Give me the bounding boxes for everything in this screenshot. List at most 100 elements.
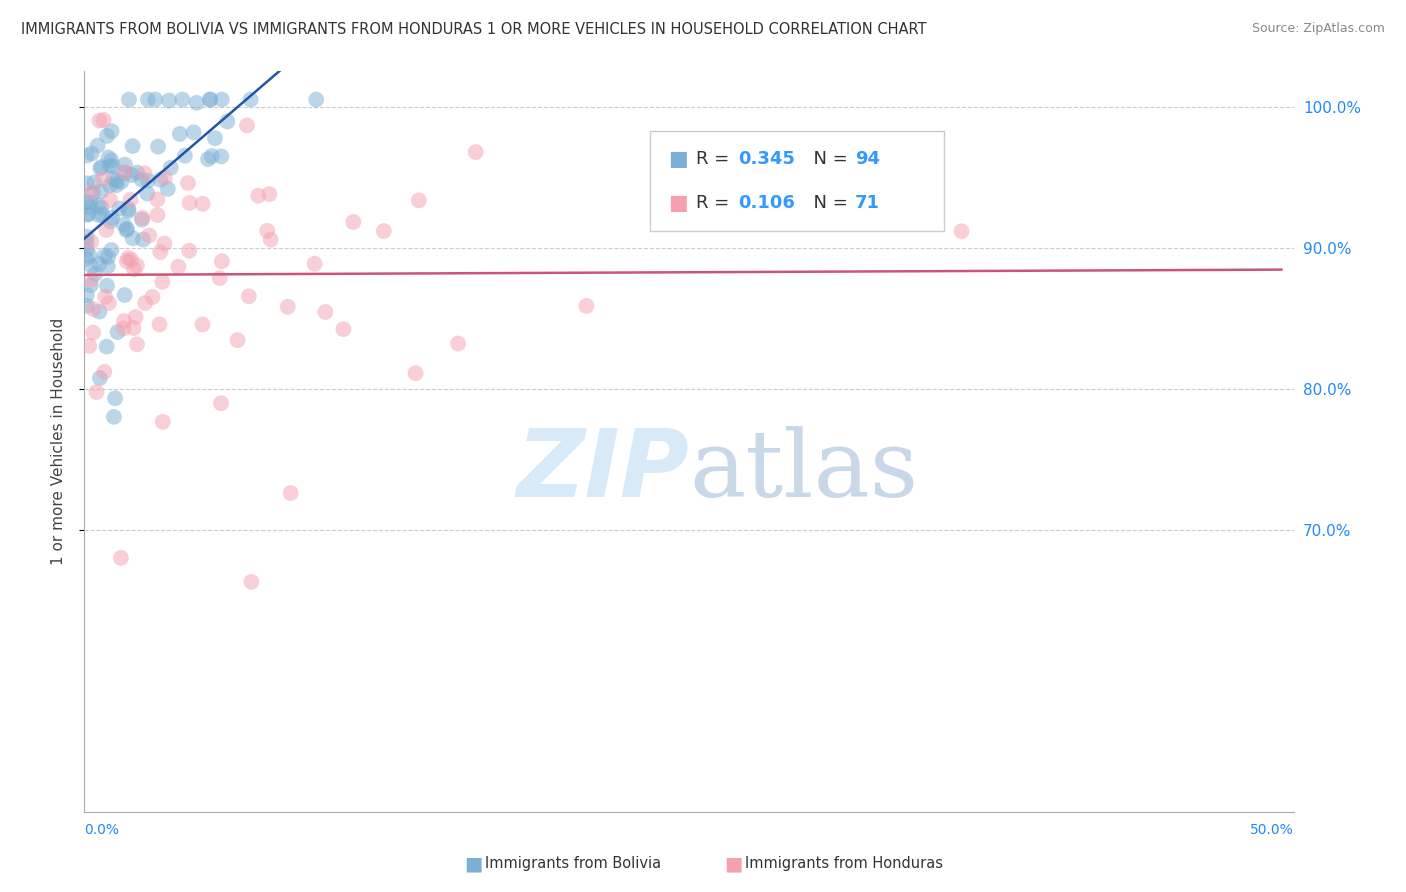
Point <box>98 296 121 310</box>
Point <box>76 252 98 266</box>
Point <box>97 151 120 165</box>
Point <box>332 322 354 336</box>
Point <box>342 215 364 229</box>
Point <box>89 161 111 176</box>
Point <box>89 113 111 128</box>
Point <box>82 185 104 199</box>
Point <box>89 371 111 385</box>
Point <box>277 300 299 314</box>
Point <box>169 127 191 141</box>
Text: 94: 94 <box>855 150 880 168</box>
Point <box>146 193 169 207</box>
Point <box>146 208 169 222</box>
Point <box>121 139 143 153</box>
Point <box>136 186 159 201</box>
Text: 71: 71 <box>855 194 880 211</box>
Point <box>91 208 114 222</box>
Point <box>197 152 219 166</box>
Point <box>76 288 98 302</box>
Point <box>100 243 122 257</box>
Point <box>118 93 141 107</box>
Point <box>153 236 176 251</box>
Point <box>138 228 160 243</box>
Point <box>121 168 143 182</box>
Point <box>125 259 148 273</box>
Point <box>80 235 103 249</box>
Point <box>76 235 98 250</box>
Text: 0.0%: 0.0% <box>84 823 120 837</box>
Point <box>209 149 232 163</box>
Point <box>90 185 112 199</box>
Point <box>172 93 194 107</box>
Text: Immigrants from Bolivia: Immigrants from Bolivia <box>485 856 661 871</box>
Point <box>105 178 128 193</box>
Point <box>80 273 103 287</box>
Point <box>179 244 201 258</box>
Point <box>238 289 260 303</box>
Text: R =: R = <box>696 150 735 168</box>
Point <box>86 384 108 399</box>
Point <box>117 204 139 219</box>
Point <box>80 146 103 161</box>
Text: Immigrants from Honduras: Immigrants from Honduras <box>745 856 943 871</box>
Point <box>240 574 263 589</box>
Point <box>191 196 214 211</box>
Point <box>204 131 226 145</box>
Point <box>239 93 262 107</box>
Point <box>159 161 181 175</box>
Point <box>76 243 98 257</box>
Point <box>77 339 100 353</box>
Point <box>93 365 115 379</box>
Point <box>201 149 224 163</box>
Point <box>305 93 328 107</box>
Text: atlas: atlas <box>689 426 918 516</box>
Point <box>136 93 159 107</box>
Point <box>148 318 170 332</box>
Point <box>280 486 302 500</box>
Point <box>82 186 104 200</box>
Point <box>125 337 148 351</box>
Point <box>174 149 197 163</box>
Text: 50.0%: 50.0% <box>1250 823 1294 837</box>
Point <box>76 195 98 210</box>
Point <box>152 415 174 429</box>
Point <box>83 302 105 317</box>
Point <box>101 211 124 225</box>
Point <box>80 259 103 273</box>
Point <box>150 275 173 289</box>
Text: 0.106: 0.106 <box>738 194 796 211</box>
Point <box>464 145 486 160</box>
Point <box>115 223 138 237</box>
Point <box>114 158 136 172</box>
Point <box>134 166 156 180</box>
Point <box>146 139 169 153</box>
Point <box>260 233 283 247</box>
Point <box>80 278 103 293</box>
Point <box>79 200 101 214</box>
Text: R =: R = <box>696 194 735 211</box>
Point <box>98 159 121 173</box>
Point <box>447 336 470 351</box>
Point <box>100 124 122 138</box>
Text: ■: ■ <box>668 149 688 169</box>
Point <box>115 221 138 235</box>
Point <box>90 160 112 174</box>
Point <box>120 193 142 207</box>
Point <box>153 170 176 185</box>
Point <box>96 278 118 293</box>
Point <box>76 230 98 244</box>
Point <box>149 245 172 260</box>
Point <box>157 94 180 108</box>
Point <box>87 199 110 213</box>
Text: ■: ■ <box>464 854 482 873</box>
Text: N =: N = <box>801 150 853 168</box>
Point <box>120 252 142 267</box>
Point <box>211 93 233 107</box>
Point <box>131 172 153 186</box>
Point <box>132 233 155 247</box>
Point <box>156 182 179 196</box>
Point <box>83 175 105 189</box>
Text: N =: N = <box>801 194 853 211</box>
Point <box>208 271 231 285</box>
Text: ZIP: ZIP <box>516 425 689 517</box>
